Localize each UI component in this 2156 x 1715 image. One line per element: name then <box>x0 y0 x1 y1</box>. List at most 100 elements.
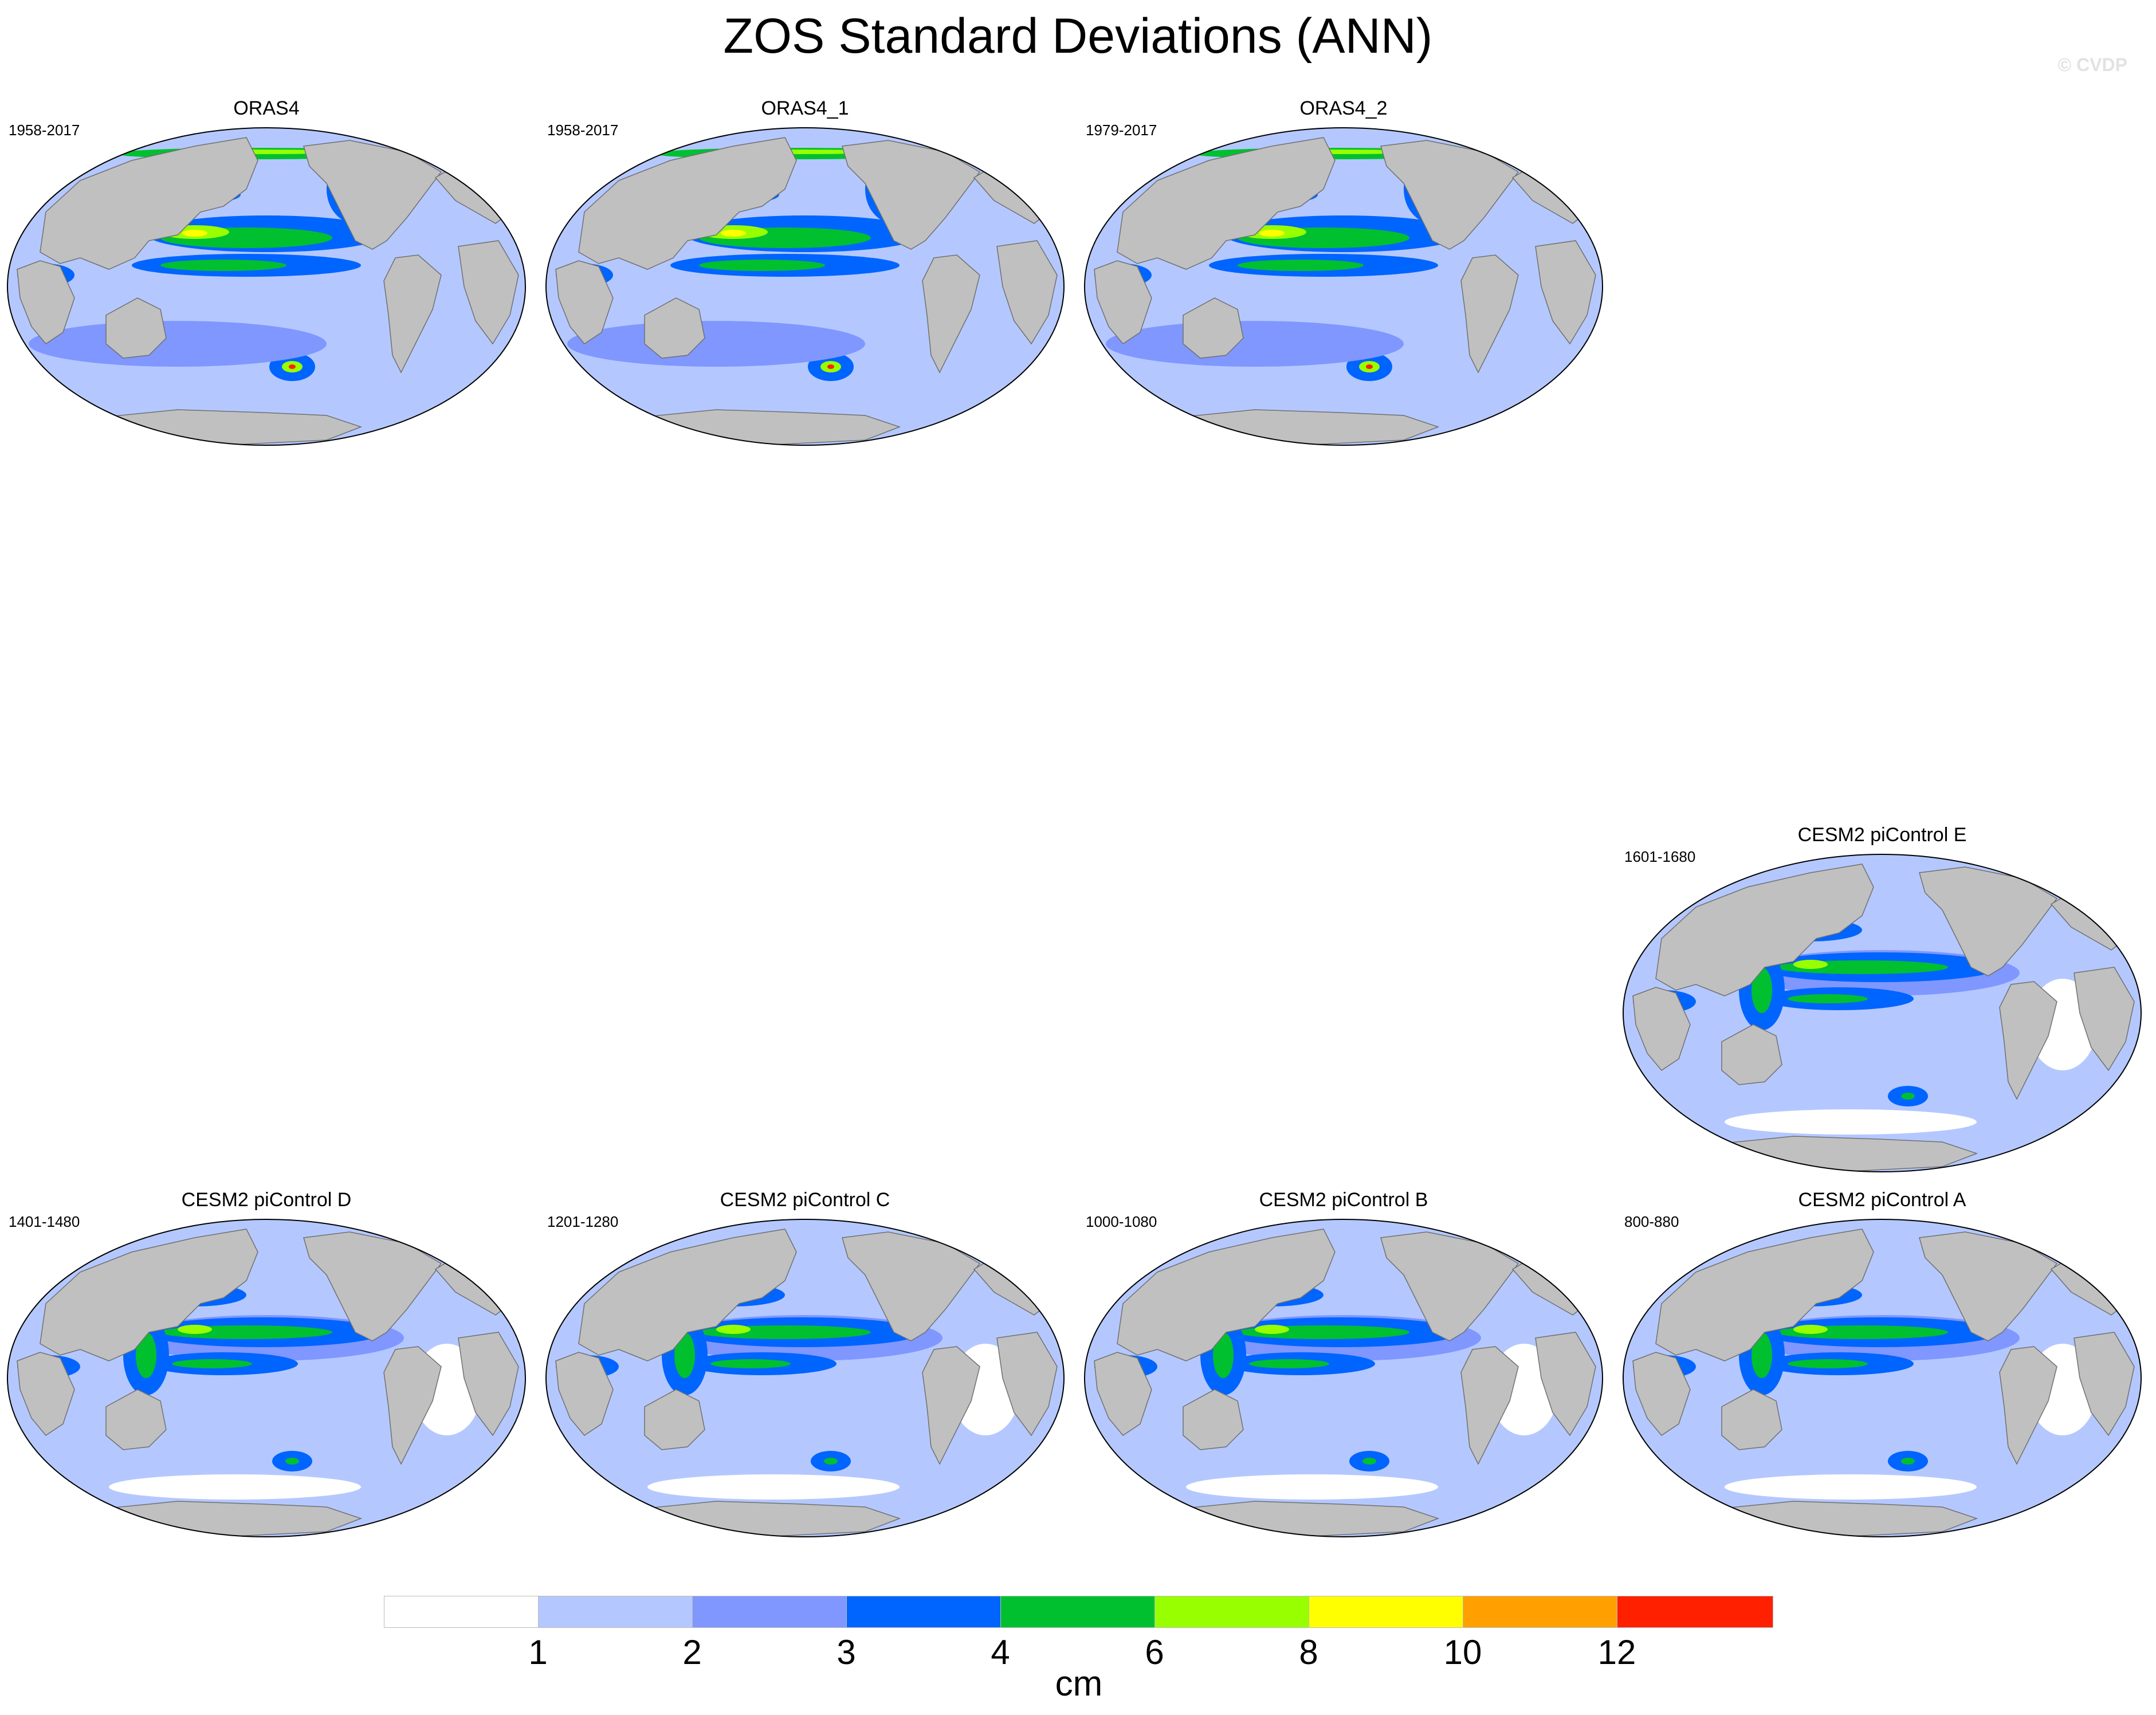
contour-field <box>29 321 327 367</box>
colorbar-units: cm <box>1055 1664 1103 1704</box>
land-mass <box>91 1501 363 1537</box>
map-panel: CESM2 piControl D 1401-1480 <box>0 1189 533 1537</box>
colorbar-box <box>846 1596 1001 1628</box>
land-mass <box>1707 1136 1978 1172</box>
contour-field <box>1751 967 1772 1013</box>
contour-field <box>1366 364 1373 369</box>
land-mass <box>1707 1501 1978 1537</box>
map-panel: CESM2 piControl A 800-880 <box>1616 1189 2149 1537</box>
contour-field <box>716 1325 751 1334</box>
land-mass <box>458 1332 519 1437</box>
land-mass <box>1460 254 1519 374</box>
panel-period: 800-880 <box>1624 1213 1679 1230</box>
panel-period: 1201-1280 <box>547 1213 619 1230</box>
colorbar: 1 2 3 4 6 8 10 12 cm <box>384 1596 1773 1704</box>
land-mass <box>1999 1346 2057 1465</box>
contour-field <box>1725 1474 1977 1500</box>
land-mass <box>555 260 614 344</box>
contour-field <box>1259 230 1285 237</box>
map-outline <box>545 1219 1065 1537</box>
land-mass <box>1632 987 1691 1071</box>
map-panel: ORAS4_1 1958-2017 <box>539 97 1071 446</box>
map-panel: ORAS4 1958-2017 <box>0 97 533 446</box>
map-plot <box>1623 1219 2142 1537</box>
panel-period: 1000-1080 <box>1086 1213 1157 1230</box>
panel-title: CESM2 piControl E <box>1797 824 1967 846</box>
colorbar-label: 4 <box>991 1633 1010 1671</box>
watermark: © CVDP <box>2057 54 2127 75</box>
contour-field <box>1362 1458 1376 1465</box>
contour-field <box>1793 960 1828 969</box>
land-mass <box>644 1389 705 1450</box>
land-mass <box>1632 1352 1691 1436</box>
land-mass <box>1094 1352 1152 1436</box>
map-outline <box>1623 854 2142 1172</box>
land-mass <box>383 254 442 374</box>
contour-field <box>172 1359 252 1368</box>
land-mass <box>91 409 363 445</box>
panel-period: 1979-2017 <box>1086 121 1157 139</box>
contour-field <box>1793 1325 1828 1334</box>
contour-field <box>1788 994 1868 1003</box>
contour-field <box>1249 1359 1329 1368</box>
contour-field <box>710 1359 791 1368</box>
land-mass <box>17 1352 75 1436</box>
land-mass <box>578 1229 797 1361</box>
contour-field <box>721 230 746 237</box>
colorbar-box <box>538 1596 693 1628</box>
colorbar-box <box>1154 1596 1309 1628</box>
land-mass <box>555 1352 614 1436</box>
panel-title: CESM2 piControl D <box>181 1189 352 1211</box>
land-mass <box>1117 1229 1336 1361</box>
land-mass <box>1168 409 1440 445</box>
map-plot <box>545 127 1065 446</box>
panel-title: ORAS4_1 <box>761 97 849 119</box>
contour-field <box>1725 1109 1977 1135</box>
map-outline <box>1084 127 1603 446</box>
contour-field <box>160 260 286 271</box>
land-mass <box>1999 981 2057 1100</box>
panel-period: 1958-2017 <box>547 121 619 139</box>
land-mass <box>1655 864 1874 996</box>
colorbar-label: 1 <box>528 1633 548 1671</box>
panel-title: CESM2 piControl A <box>1798 1189 1966 1211</box>
map-panel: ORAS4_2 1979-2017 <box>1077 97 1610 446</box>
contour-field <box>1255 1325 1289 1334</box>
contour-field <box>1213 1332 1234 1378</box>
land-mass <box>922 1346 980 1465</box>
panel-period: 1401-1480 <box>9 1213 80 1230</box>
contour-field <box>1186 1474 1438 1500</box>
panel-period: 1958-2017 <box>9 121 80 139</box>
contour-field <box>1901 1093 1915 1100</box>
land-mass <box>1094 260 1152 344</box>
map-plot <box>1084 127 1603 446</box>
colorbar-box <box>1617 1596 1773 1628</box>
land-mass <box>1183 1389 1244 1450</box>
land-mass <box>1721 1389 1782 1450</box>
colorbar-label: 12 <box>1597 1633 1636 1671</box>
contour-field <box>699 260 825 271</box>
colorbar-box <box>1000 1596 1155 1628</box>
map-panel: CESM2 piControl E 1601-1680 <box>1616 824 2149 1172</box>
land-mass <box>644 297 705 359</box>
contour-field <box>136 1332 156 1378</box>
contour-field <box>1106 321 1404 367</box>
land-mass <box>630 1501 901 1537</box>
land-mass <box>922 254 980 374</box>
land-mass <box>1655 1229 1874 1361</box>
contour-field <box>178 1325 212 1334</box>
land-mass <box>996 1332 1058 1437</box>
map-plot <box>1084 1219 1603 1537</box>
colorbar-box <box>692 1596 847 1628</box>
land-mass <box>40 1229 258 1361</box>
contour-field <box>109 1474 361 1500</box>
colorbar-box <box>1309 1596 1463 1628</box>
land-mass <box>578 137 797 270</box>
contour-field <box>827 364 834 369</box>
panel-title: ORAS4 <box>233 97 300 119</box>
map-outline <box>7 1219 526 1537</box>
contour-field <box>824 1458 838 1465</box>
map-panel: CESM2 piControl B 1000-1080 <box>1077 1189 1610 1537</box>
colorbar-label: 2 <box>682 1633 702 1671</box>
contour-field <box>647 1474 900 1500</box>
